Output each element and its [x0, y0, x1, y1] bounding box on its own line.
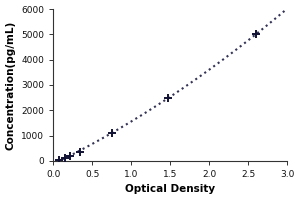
Y-axis label: Concentration(pg/mL): Concentration(pg/mL)	[6, 20, 16, 150]
X-axis label: Optical Density: Optical Density	[125, 184, 215, 194]
